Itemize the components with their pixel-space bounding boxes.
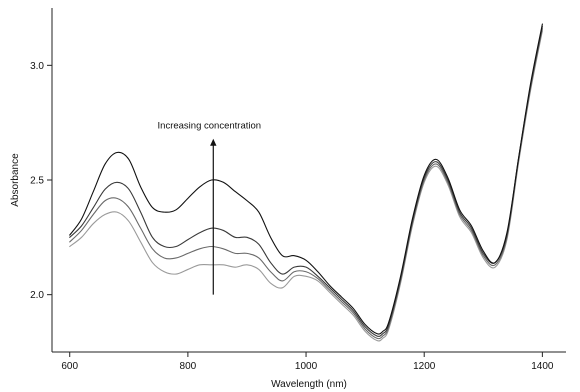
x-tick-label: 600 <box>61 361 78 372</box>
series-layer <box>69 23 543 342</box>
spectrum-line <box>69 30 543 342</box>
y-tick-label: 2.0 <box>30 290 44 301</box>
y-tick-label: 2.5 <box>30 176 44 187</box>
ticks-layer: 600 800 1000 1200 1400 2.0 2.5 3.0 <box>30 61 554 372</box>
x-tick-label: 1400 <box>531 361 554 372</box>
axes-layer <box>51 8 566 353</box>
spectrum-line <box>69 25 543 337</box>
annotation-text: Increasing concentration <box>158 121 262 132</box>
y-axis-title: Absorbance <box>10 153 21 207</box>
spectrum-line <box>69 23 543 335</box>
x-tick-label: 800 <box>180 361 197 372</box>
y-tick-label: 3.0 <box>30 61 44 72</box>
x-tick-label: 1200 <box>413 361 436 372</box>
annotation-arrow-head <box>210 138 217 146</box>
x-tick-label: 1000 <box>295 361 318 372</box>
x-axis-title: Wavelength (nm) <box>271 379 347 390</box>
annotation-layer: Increasing concentration <box>158 121 262 295</box>
spectrum-line <box>69 28 543 340</box>
